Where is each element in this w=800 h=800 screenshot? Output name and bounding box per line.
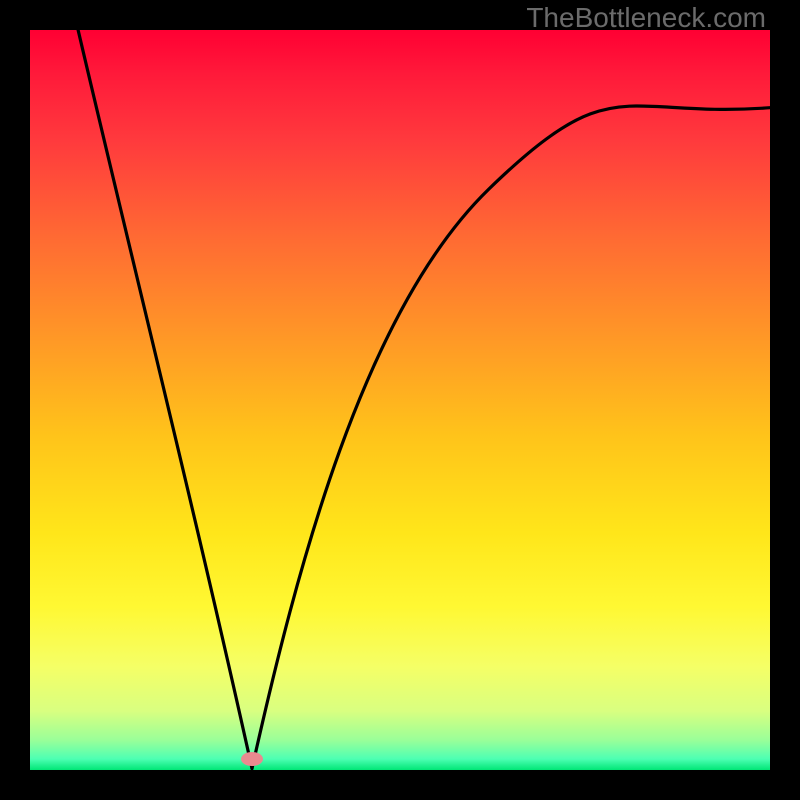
optimum-marker	[239, 750, 265, 768]
bottleneck-curve	[78, 30, 252, 769]
optimum-point	[241, 752, 263, 766]
plot-area	[30, 30, 770, 770]
watermark-text: TheBottleneck.com	[526, 2, 766, 34]
curve-layer	[30, 30, 770, 770]
bottleneck-curve	[252, 106, 770, 769]
chart-frame: TheBottleneck.com	[0, 0, 800, 800]
